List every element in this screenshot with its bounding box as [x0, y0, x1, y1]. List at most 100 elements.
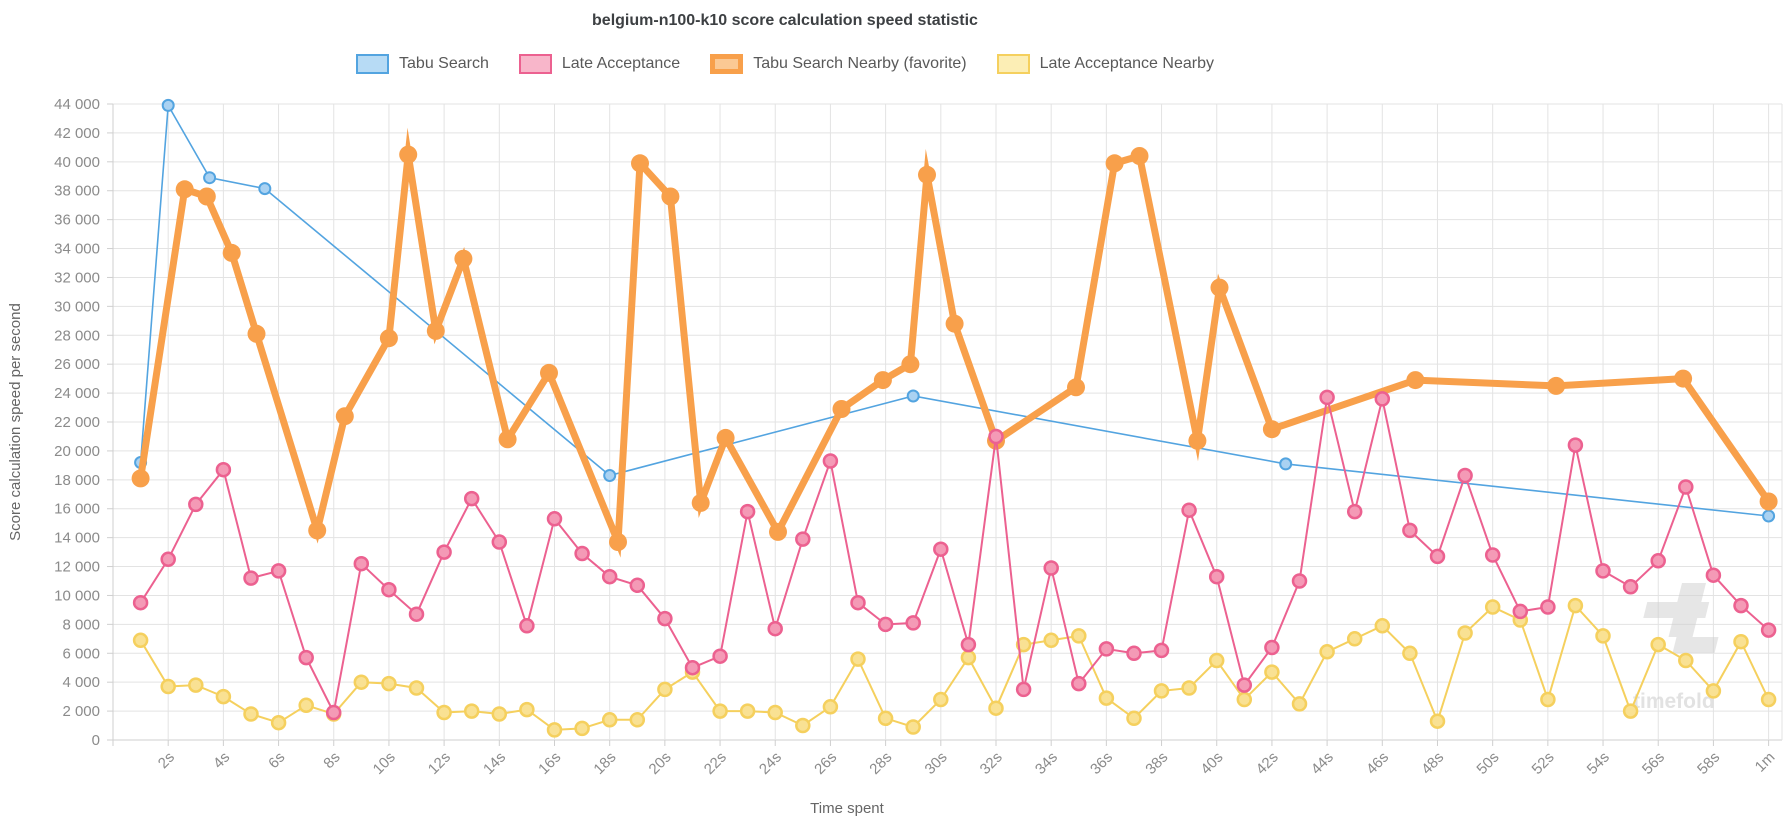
- x-tick-label: 10s: [370, 749, 399, 778]
- data-point: [381, 581, 397, 598]
- y-tick-label: 2 000: [62, 703, 100, 720]
- y-tick-label: 14 000: [54, 530, 100, 547]
- legend-swatch: [710, 54, 744, 74]
- legend-swatch: [996, 54, 1030, 74]
- data-point: [609, 533, 627, 551]
- data-point: [933, 541, 949, 557]
- legend-item[interactable]: Tabu Search: [356, 54, 489, 74]
- x-tick-label: 18s: [590, 749, 619, 778]
- data-point: [1264, 639, 1280, 656]
- data-point: [905, 719, 921, 735]
- data-point: [498, 430, 517, 449]
- data-point: [1098, 690, 1115, 706]
- x-tick-label: 50s: [1473, 749, 1502, 778]
- data-point: [426, 321, 445, 340]
- x-tick-label: 34s: [1032, 749, 1061, 778]
- data-point: [519, 701, 535, 718]
- data-point: [1153, 683, 1170, 699]
- timefold-watermark: timefold: [1633, 583, 1719, 713]
- legend-item[interactable]: Late Acceptance Nearby: [996, 54, 1214, 74]
- data-point: [657, 681, 673, 698]
- data-point: [1678, 479, 1694, 495]
- data-point: [463, 490, 480, 507]
- data-point: [906, 389, 920, 403]
- data-point: [215, 688, 232, 705]
- data-point: [188, 496, 204, 513]
- data-point: [270, 714, 287, 731]
- y-tick-label: 16 000: [54, 501, 100, 518]
- data-point: [960, 636, 977, 653]
- data-point: [832, 400, 851, 418]
- data-point: [1374, 618, 1391, 634]
- data-point: [739, 703, 756, 719]
- data-point: [436, 704, 452, 721]
- data-point: [1236, 677, 1253, 693]
- data-point: [1188, 431, 1207, 450]
- data-point: [519, 618, 535, 634]
- data-point: [1595, 563, 1611, 579]
- data-point: [1762, 509, 1776, 523]
- data-point: [1540, 599, 1556, 615]
- x-tick-label: 26s: [811, 749, 840, 778]
- x-tick-label: 8s: [320, 749, 343, 772]
- data-point: [546, 722, 563, 738]
- x-tick-label: 4s: [210, 749, 233, 772]
- x-tick-label: 12s: [425, 749, 454, 778]
- legend-item[interactable]: Late Acceptance: [518, 54, 680, 74]
- data-point: [574, 720, 590, 737]
- y-tick-label: 20 000: [54, 443, 100, 460]
- data-point: [1071, 675, 1087, 692]
- data-point: [222, 243, 241, 262]
- data-point: [247, 324, 266, 343]
- legend-label: Tabu Search Nearby (favorite): [753, 55, 967, 72]
- y-tick-label: 28 000: [54, 327, 100, 344]
- data-point: [399, 145, 418, 164]
- data-point: [1071, 628, 1087, 644]
- data-point: [243, 706, 259, 722]
- data-point: [1015, 681, 1032, 698]
- y-tick-label: 10 000: [54, 587, 100, 604]
- y-tick-label: 24 000: [54, 385, 100, 402]
- data-point: [1650, 636, 1666, 653]
- x-tick-label: 40s: [1197, 749, 1226, 778]
- data-point: [716, 428, 735, 447]
- x-tick-label: 14s: [480, 749, 509, 778]
- data-point: [408, 606, 425, 622]
- data-point: [1760, 691, 1777, 708]
- data-point: [601, 568, 618, 585]
- data-point: [353, 555, 370, 572]
- x-tick-label: 56s: [1639, 749, 1668, 778]
- data-point: [463, 703, 480, 719]
- data-point: [1264, 664, 1280, 680]
- legend-item[interactable]: Tabu Search Nearby (favorite): [710, 54, 967, 74]
- data-point: [1319, 389, 1335, 406]
- data-point: [901, 355, 920, 374]
- data-point: [298, 697, 314, 714]
- data-point: [631, 154, 649, 173]
- data-point: [877, 616, 894, 633]
- data-point: [933, 691, 949, 708]
- data-point: [491, 534, 508, 550]
- x-tick-label: 36s: [1087, 749, 1116, 778]
- data-point: [1512, 603, 1529, 620]
- data-point: [945, 314, 964, 333]
- x-tick-label: 28s: [866, 749, 895, 778]
- timefold-watermark-text: timefold: [1633, 690, 1715, 713]
- data-point: [873, 371, 892, 390]
- x-tick-label: 16s: [535, 749, 564, 778]
- x-tick-label: 30s: [922, 749, 951, 778]
- data-point: [132, 594, 149, 611]
- x-tick-label: 54s: [1584, 749, 1613, 778]
- data-point: [1733, 633, 1749, 650]
- y-tick-label: 40 000: [54, 154, 100, 171]
- data-point: [850, 594, 866, 611]
- y-axis-title: Score calculation speed per second: [7, 303, 24, 541]
- data-point: [795, 531, 811, 547]
- data-point: [822, 453, 839, 469]
- data-point: [603, 469, 617, 482]
- series-line: [137, 127, 1772, 558]
- data-point: [1567, 437, 1584, 453]
- data-point: [491, 706, 508, 722]
- y-tick-label: 6 000: [62, 645, 100, 662]
